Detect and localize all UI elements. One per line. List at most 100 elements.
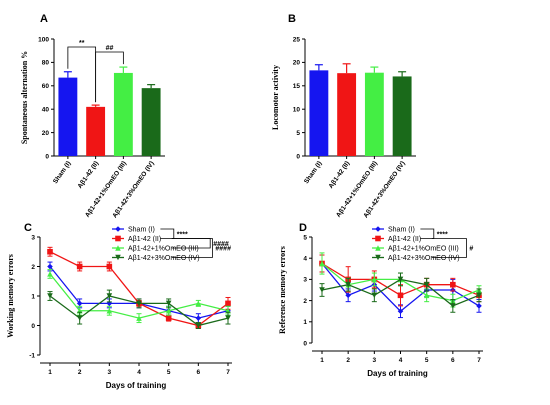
data-point <box>47 248 53 255</box>
data-point <box>47 271 53 277</box>
panel-label: A <box>40 13 48 25</box>
legend-label: Aβ1-42 (II) <box>388 236 421 243</box>
y-tick-label: 0 <box>303 340 307 347</box>
data-point <box>423 281 430 288</box>
x-tick-label: 5 <box>425 357 429 364</box>
bar <box>392 76 412 156</box>
series-line <box>49 266 229 319</box>
data-point <box>106 307 113 314</box>
chart-panel-B: B 0 5 10 15 20 25 Locomotor activity Sham (I) Aβ1… <box>271 13 416 219</box>
data-point <box>319 287 325 293</box>
panel-label: C <box>24 222 32 234</box>
y-axis-label: Working memory errors <box>6 254 15 338</box>
significance-label: ** <box>79 40 85 47</box>
significance-label: #### <box>215 246 231 253</box>
y-tick-label: 25 <box>293 36 301 43</box>
data-point <box>115 235 121 242</box>
data-point <box>76 263 83 270</box>
y-tick-label: 10 <box>293 107 301 114</box>
y-axis-label: Reference memory errors <box>278 246 287 334</box>
x-tick-label: Sham (I) <box>303 160 323 185</box>
legend-label: Sham (I) <box>388 227 415 234</box>
y-tick-label: 80 <box>42 60 50 67</box>
data-point <box>225 300 231 307</box>
data-point <box>225 315 231 321</box>
data-point <box>345 292 351 299</box>
x-tick-label: 4 <box>399 357 403 364</box>
data-point <box>76 300 83 307</box>
y-tick-label: -1 <box>29 352 35 359</box>
y-tick-label: 0 <box>45 153 49 160</box>
x-tick-label: Aβ1-42 (II) <box>328 160 352 190</box>
data-point <box>375 245 381 251</box>
significance-label: ## <box>106 45 114 52</box>
data-point <box>397 308 404 314</box>
significance-label: # <box>469 246 473 253</box>
data-point <box>47 293 53 299</box>
data-point <box>136 300 142 307</box>
y-tick-label: 2 <box>31 264 35 271</box>
data-point <box>476 303 482 309</box>
y-tick-label: 1 <box>303 319 307 326</box>
data-point <box>375 235 381 242</box>
x-tick-label: 7 <box>226 369 230 376</box>
chart-panel-A: A 0 20 40 60 80 100 Spontaneous alternation % Sh… <box>20 13 165 219</box>
legend-label: Aβ1-42+3%OmEO (IV) <box>128 255 200 262</box>
data-point <box>476 292 482 299</box>
data-point <box>115 245 121 251</box>
x-tick-label: Aβ1-42 (II) <box>77 160 101 190</box>
chart-panel-D: D 0 1 2 3 4 5 Reference memory errors 1 2 3 4 5 6 7 Day… <box>278 222 483 378</box>
significance-bracket <box>95 51 124 103</box>
data-point <box>319 260 325 267</box>
data-point <box>136 315 142 321</box>
x-axis-label: Days of training <box>106 381 167 390</box>
legend-label: Aβ1-42+1%OmEO (III) <box>128 246 199 253</box>
significance-label: **** <box>437 231 448 238</box>
data-point <box>195 322 202 329</box>
legend-label: Aβ1-42+1%OmEO (III) <box>388 246 459 253</box>
x-tick-label: Sham (I) <box>52 160 72 185</box>
bar <box>113 72 133 156</box>
x-tick-label: 1 <box>48 369 52 376</box>
y-tick-label: 1 <box>31 293 35 300</box>
y-tick-label: 20 <box>293 60 301 67</box>
y-tick-label: 4 <box>303 256 307 263</box>
x-tick-label: 5 <box>167 369 171 376</box>
y-tick-label: 2 <box>303 298 307 305</box>
legend-label: Aβ1-42+3%OmEO (IV) <box>388 255 460 262</box>
y-tick-label: 0 <box>31 323 35 330</box>
y-tick-label: 15 <box>293 83 301 90</box>
data-point <box>106 263 113 270</box>
data-point <box>371 276 378 283</box>
data-point <box>76 315 83 321</box>
data-point <box>165 307 172 314</box>
y-tick-label: 40 <box>42 107 50 114</box>
x-tick-label: 3 <box>373 357 377 364</box>
x-tick-label: 7 <box>477 357 481 364</box>
data-point <box>375 226 381 232</box>
legend-label: Aβ1-42 (II) <box>128 236 161 243</box>
significance-label: #### <box>213 241 229 248</box>
data-point <box>195 315 202 321</box>
y-tick-label: 5 <box>296 130 300 137</box>
x-tick-label: 1 <box>320 357 324 364</box>
data-point <box>450 281 456 288</box>
x-tick-label: 6 <box>197 369 201 376</box>
data-point <box>47 263 53 270</box>
bar <box>337 73 357 156</box>
legend-label: Sham (I) <box>128 227 155 234</box>
data-point <box>195 300 202 307</box>
x-tick-label: 6 <box>451 357 455 364</box>
chart-panel-C: C -1 0 1 2 3 Working memory errors 1 2 3 4 5 6 7 Days … <box>6 222 232 390</box>
significance-label: **** <box>177 231 188 238</box>
data-point <box>345 281 351 288</box>
y-axis-label: Locomotor activity <box>271 65 280 130</box>
significance-bracket <box>171 238 213 258</box>
bar <box>364 72 384 156</box>
significance-bracket <box>420 228 435 239</box>
data-point <box>397 276 404 283</box>
y-axis-label: Spontaneous alternation % <box>20 51 29 144</box>
data-point <box>115 226 121 232</box>
data-point <box>450 303 456 309</box>
